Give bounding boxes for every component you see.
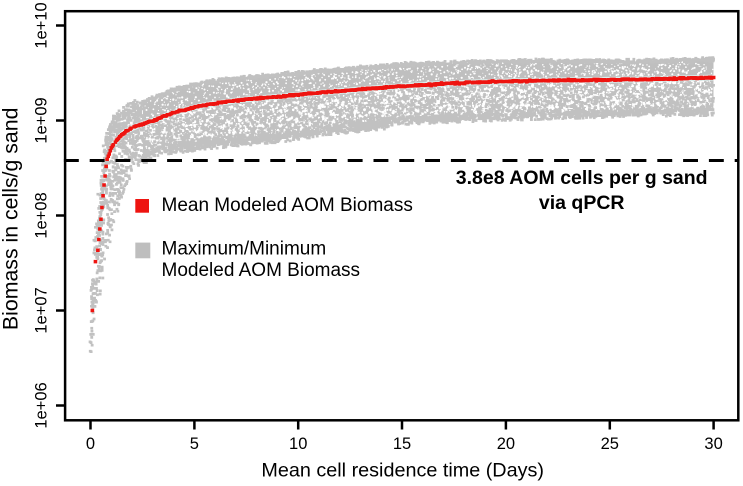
svg-text:3.8e8 AOM cells per g sand: 3.8e8 AOM cells per g sand bbox=[456, 167, 708, 189]
svg-text:5: 5 bbox=[190, 435, 199, 453]
svg-text:15: 15 bbox=[393, 435, 411, 453]
svg-text:Mean Modeled AOM Biomass: Mean Modeled AOM Biomass bbox=[162, 195, 413, 216]
svg-text:1e+09: 1e+09 bbox=[33, 97, 51, 143]
svg-text:0: 0 bbox=[86, 435, 95, 453]
svg-text:20: 20 bbox=[497, 435, 515, 453]
svg-text:Modeled AOM Biomass: Modeled AOM Biomass bbox=[162, 260, 361, 281]
svg-text:Maximum/Minimum: Maximum/Minimum bbox=[162, 239, 327, 260]
svg-text:1e+08: 1e+08 bbox=[33, 192, 51, 238]
svg-text:1e+10: 1e+10 bbox=[33, 2, 51, 48]
svg-text:Biomass in cells/g sand: Biomass in cells/g sand bbox=[0, 108, 23, 331]
svg-text:10: 10 bbox=[289, 435, 307, 453]
svg-text:Mean cell residence time (Days: Mean cell residence time (Days) bbox=[261, 460, 544, 482]
svg-text:1e+06: 1e+06 bbox=[33, 382, 51, 428]
svg-text:1e+07: 1e+07 bbox=[33, 287, 51, 333]
svg-text:via qPCR: via qPCR bbox=[539, 192, 625, 214]
svg-text:25: 25 bbox=[601, 435, 619, 453]
svg-text:30: 30 bbox=[704, 435, 722, 453]
